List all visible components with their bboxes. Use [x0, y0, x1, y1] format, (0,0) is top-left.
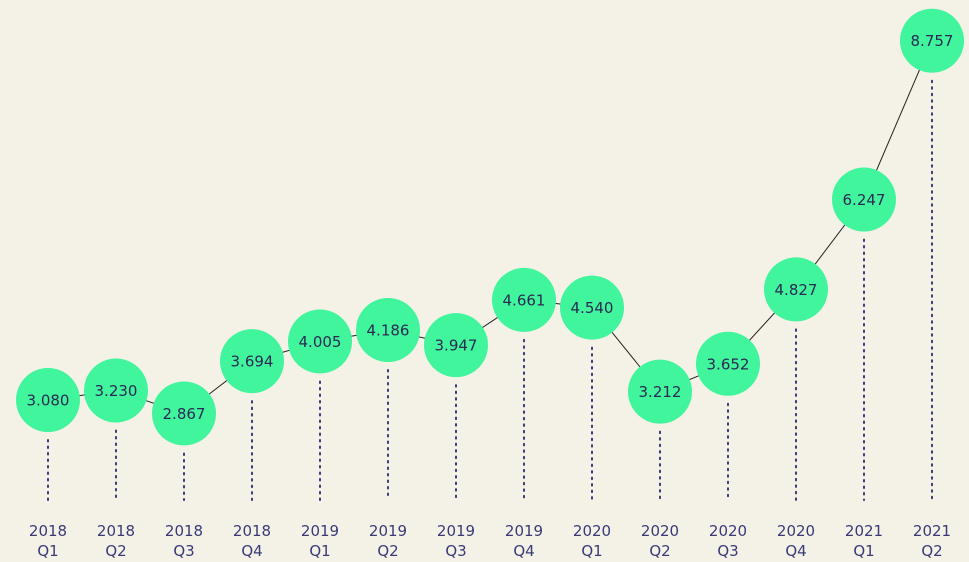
x-tick-label: 2020 Q4 [776, 522, 816, 560]
x-tick-label: 2020 Q1 [572, 522, 612, 560]
value-label: 4.661 [503, 291, 546, 309]
x-tick-label: 2019 Q3 [436, 522, 476, 560]
x-tick-label: 2019 Q4 [504, 522, 544, 560]
x-tick-label: 2018 Q1 [28, 522, 68, 560]
value-label: 6.247 [843, 191, 886, 209]
value-label: 3.230 [95, 382, 138, 400]
value-label: 4.540 [571, 299, 614, 317]
x-tick-label: 2018 Q2 [96, 522, 136, 560]
line [47, 40, 933, 415]
x-tick-label: 2020 Q3 [708, 522, 748, 560]
bubble [16, 368, 80, 432]
x-tick-label: 2021 Q1 [844, 522, 884, 560]
value-label: 8.757 [911, 32, 954, 50]
x-tick-label: 2020 Q2 [640, 522, 680, 560]
value-label: 3.694 [231, 353, 274, 371]
value-label: 3.947 [435, 337, 478, 355]
bubble [84, 358, 148, 423]
x-tick-label: 2019 Q2 [368, 522, 408, 560]
bubble [288, 309, 352, 374]
bubble [220, 329, 284, 394]
value-label: 3.652 [707, 355, 750, 373]
bubble [560, 275, 624, 340]
x-tick-label: 2018 Q4 [232, 522, 272, 560]
value-label: 2.867 [163, 405, 206, 423]
bubble [628, 359, 692, 424]
value-label: 4.827 [775, 281, 818, 299]
bubble [492, 267, 556, 332]
bubble [152, 381, 216, 446]
x-tick-label: 2018 Q3 [164, 522, 204, 560]
bubble [356, 298, 420, 362]
bubble [900, 8, 964, 73]
x-tick-label: 2019 Q1 [300, 522, 340, 560]
bubble [424, 313, 488, 378]
value-label: 3.212 [639, 383, 682, 401]
bubble [832, 167, 896, 232]
value-label: 4.186 [367, 322, 410, 340]
bubble [764, 257, 828, 322]
bubble [696, 331, 760, 396]
x-tick-label: 2021 Q2 [912, 522, 952, 560]
value-label: 4.005 [299, 333, 342, 351]
value-label: 3.080 [27, 392, 70, 410]
